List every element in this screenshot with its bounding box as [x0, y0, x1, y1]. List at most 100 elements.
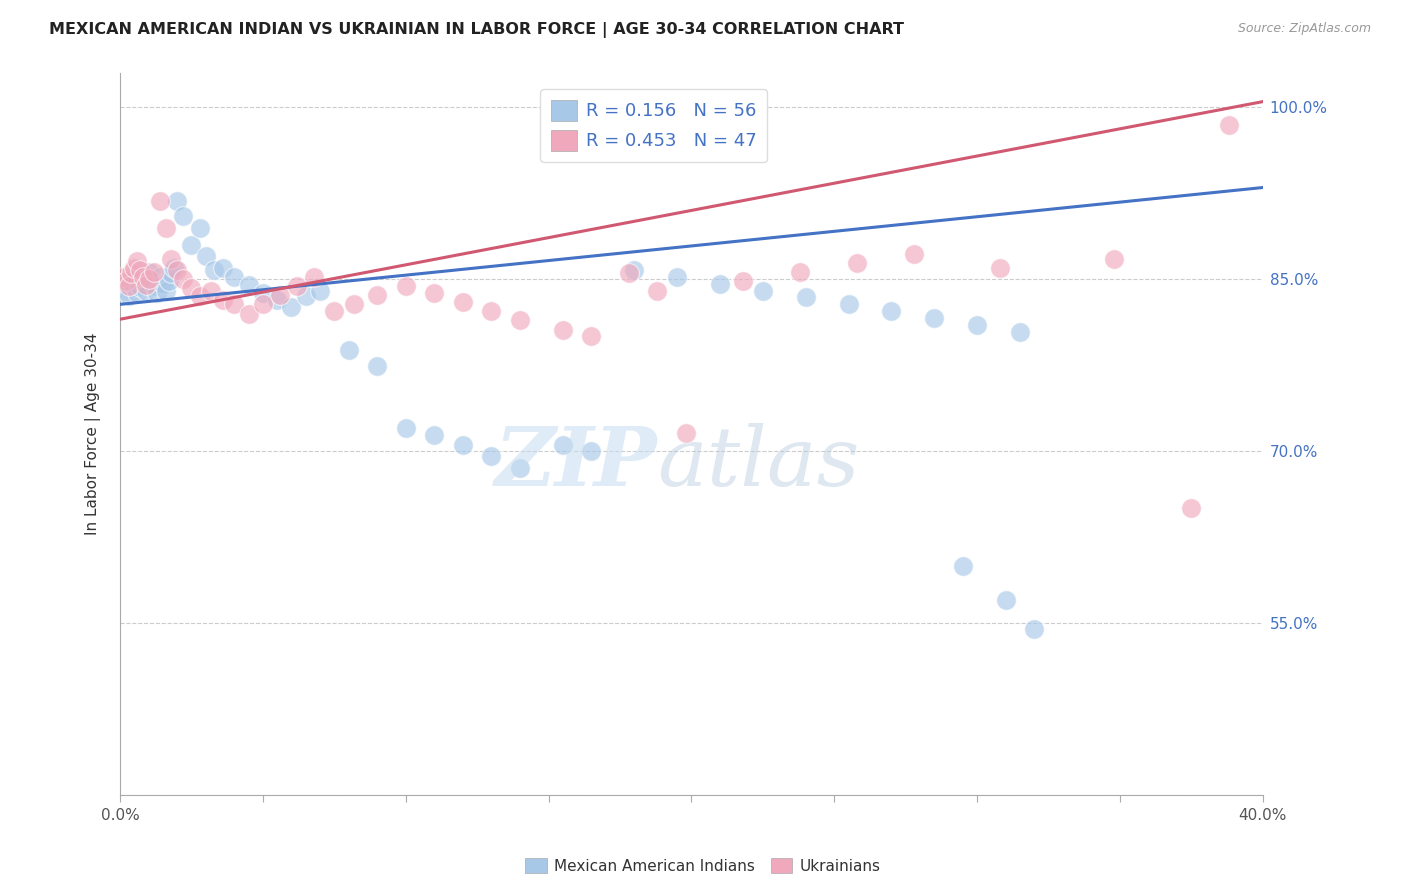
Point	[132, 268, 155, 282]
Point	[922, 311, 945, 326]
Point	[200, 284, 222, 298]
Point	[114, 284, 136, 298]
Point	[238, 306, 260, 320]
Point	[481, 449, 503, 463]
Point	[152, 277, 174, 291]
Text: MEXICAN AMERICAN INDIAN VS UKRAINIAN IN LABOR FORCE | AGE 30-34 CORRELATION CHAR: MEXICAN AMERICAN INDIAN VS UKRAINIAN IN …	[49, 22, 904, 38]
Point	[212, 293, 235, 307]
Point	[188, 220, 211, 235]
Point	[294, 289, 316, 303]
Point	[966, 318, 988, 332]
Point	[581, 444, 603, 458]
Point	[129, 263, 152, 277]
Y-axis label: In Labor Force | Age 30-34: In Labor Force | Age 30-34	[86, 333, 101, 535]
Point	[124, 280, 146, 294]
Text: ZIP: ZIP	[495, 423, 657, 503]
Point	[366, 359, 388, 374]
Point	[509, 313, 531, 327]
Point	[135, 277, 157, 292]
Point	[752, 284, 775, 298]
Point	[155, 284, 177, 298]
Point	[172, 272, 194, 286]
Point	[141, 272, 163, 286]
Point	[617, 267, 640, 281]
Point	[675, 425, 697, 440]
Legend: R = 0.156   N = 56, R = 0.453   N = 47: R = 0.156 N = 56, R = 0.453 N = 47	[540, 89, 768, 161]
Point	[180, 237, 202, 252]
Point	[988, 260, 1011, 275]
Point	[269, 288, 291, 302]
Point	[838, 297, 860, 311]
Point	[143, 279, 166, 293]
Point	[423, 285, 446, 300]
Point	[111, 277, 134, 292]
Point	[166, 194, 188, 209]
Point	[224, 269, 246, 284]
Point	[127, 253, 149, 268]
Point	[280, 300, 302, 314]
Point	[224, 297, 246, 311]
Point	[117, 279, 139, 293]
Point	[149, 194, 172, 209]
Point	[160, 252, 183, 266]
Text: atlas: atlas	[657, 423, 859, 503]
Legend: Mexican American Indians, Ukrainians: Mexican American Indians, Ukrainians	[519, 852, 887, 880]
Point	[366, 288, 388, 302]
Point	[111, 269, 134, 284]
Point	[323, 304, 346, 318]
Point	[551, 322, 574, 336]
Point	[188, 289, 211, 303]
Point	[127, 272, 149, 286]
Point	[124, 260, 146, 275]
Point	[172, 209, 194, 223]
Point	[304, 269, 326, 284]
Point	[114, 275, 136, 289]
Point	[194, 249, 217, 263]
Point	[451, 438, 474, 452]
Point	[252, 285, 274, 300]
Point	[581, 329, 603, 343]
Point	[846, 256, 869, 270]
Point	[160, 267, 183, 281]
Point	[157, 275, 180, 289]
Point	[1102, 252, 1125, 266]
Point	[212, 260, 235, 275]
Point	[138, 272, 160, 286]
Point	[789, 265, 811, 279]
Point	[666, 269, 689, 284]
Point	[155, 220, 177, 235]
Point	[794, 290, 817, 304]
Point	[135, 284, 157, 298]
Point	[709, 277, 731, 291]
Point	[127, 285, 149, 300]
Point	[880, 304, 903, 318]
Point	[481, 304, 503, 318]
Point	[117, 289, 139, 303]
Point	[166, 263, 188, 277]
Point	[952, 558, 974, 573]
Point	[395, 421, 418, 435]
Point	[238, 277, 260, 292]
Point	[451, 295, 474, 310]
Point	[423, 428, 446, 442]
Point	[252, 297, 274, 311]
Point	[1008, 325, 1031, 339]
Point	[645, 284, 668, 298]
Point	[1218, 118, 1240, 132]
Point	[121, 275, 143, 289]
Point	[395, 279, 418, 293]
Point	[623, 263, 645, 277]
Point	[180, 281, 202, 295]
Point	[337, 343, 360, 358]
Point	[731, 275, 754, 289]
Point	[146, 285, 169, 300]
Point	[1180, 501, 1202, 516]
Point	[266, 293, 288, 307]
Text: Source: ZipAtlas.com: Source: ZipAtlas.com	[1237, 22, 1371, 36]
Point	[129, 280, 152, 294]
Point	[163, 260, 186, 275]
Point	[138, 265, 160, 279]
Point	[143, 265, 166, 279]
Point	[903, 247, 925, 261]
Point	[994, 593, 1017, 607]
